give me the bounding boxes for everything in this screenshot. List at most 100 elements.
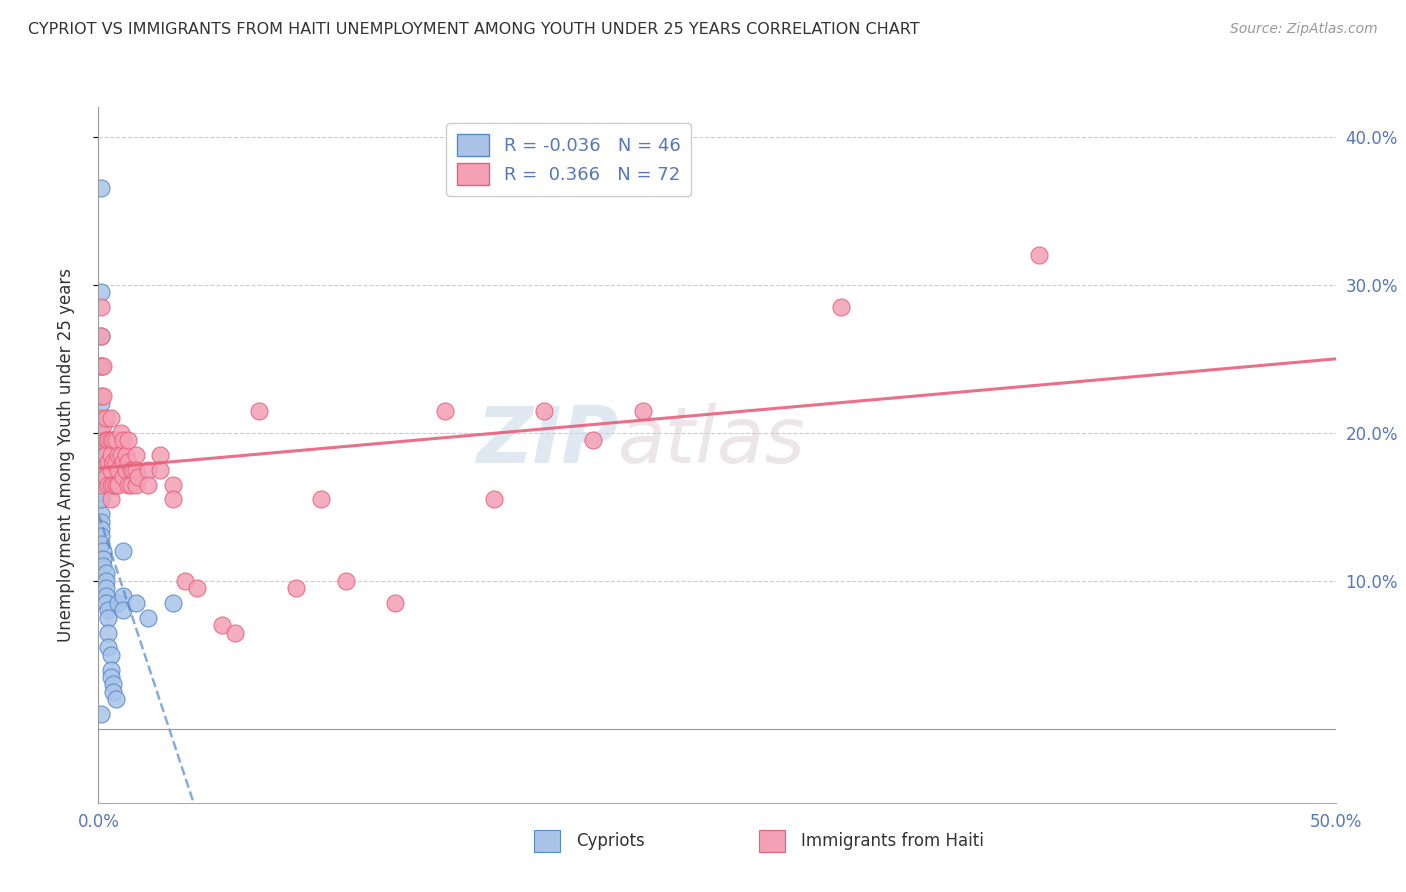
Point (384, 596, 406, 610)
Point (122, 463, 145, 477)
Point (90, 389, 112, 403)
Point (112, 433, 135, 447)
Point (112, 603, 135, 617)
Point (90, 507, 112, 521)
Point (103, 685, 125, 699)
Point (124, 596, 146, 610)
Point (90, 463, 112, 477)
Point (93, 389, 115, 403)
Point (94, 433, 117, 447)
Point (124, 463, 146, 477)
Point (94, 470, 117, 484)
Point (93, 359, 115, 373)
Point (97, 477, 120, 491)
Point (103, 477, 125, 491)
Point (124, 448, 146, 462)
Point (114, 448, 136, 462)
Point (149, 448, 172, 462)
Point (90, 492, 112, 507)
Point (162, 492, 184, 507)
Point (100, 433, 122, 447)
Point (90, 433, 112, 447)
Point (100, 477, 122, 491)
Point (433, 403, 456, 417)
Point (90, 477, 112, 491)
Point (104, 433, 127, 447)
Point (104, 692, 127, 706)
Point (94, 574, 117, 588)
Point (90, 515, 112, 529)
Point (90, 470, 112, 484)
Point (90, 484, 112, 499)
Point (112, 455, 135, 469)
Point (127, 470, 149, 484)
Point (112, 544, 135, 558)
Text: Cypriots: Cypriots (576, 831, 645, 850)
Point (90, 477, 112, 491)
Point (97, 433, 120, 447)
Point (533, 403, 555, 417)
Point (90, 425, 112, 440)
Legend: R = -0.036   N = 46, R =  0.366   N = 72: R = -0.036 N = 46, R = 0.366 N = 72 (446, 123, 692, 196)
Point (103, 455, 125, 469)
Point (120, 463, 142, 477)
Point (100, 670, 122, 684)
Point (309, 492, 332, 507)
Point (120, 477, 142, 491)
Point (117, 477, 139, 491)
Point (94, 411, 117, 425)
Point (211, 618, 233, 632)
Point (124, 477, 146, 491)
Point (90, 492, 112, 507)
Point (90, 477, 112, 491)
Point (93, 544, 115, 558)
Point (90, 396, 112, 410)
Point (100, 448, 122, 462)
Point (90, 329, 112, 343)
Point (162, 596, 184, 610)
Point (631, 403, 654, 417)
Point (104, 477, 127, 491)
Point (110, 448, 132, 462)
Point (94, 448, 117, 462)
Point (90, 359, 112, 373)
Text: atlas: atlas (619, 403, 806, 479)
Point (830, 300, 852, 314)
Point (94, 581, 117, 595)
Point (103, 433, 125, 447)
Point (136, 477, 159, 491)
Point (90, 706, 112, 721)
Point (93, 418, 115, 433)
Point (107, 596, 129, 610)
Point (335, 574, 357, 588)
Point (97, 640, 120, 655)
Point (100, 411, 122, 425)
Point (117, 455, 139, 469)
Point (93, 558, 115, 573)
Point (136, 463, 159, 477)
Point (107, 463, 129, 477)
Point (247, 403, 270, 417)
Point (103, 677, 125, 691)
Point (484, 492, 506, 507)
Point (112, 470, 135, 484)
Point (94, 566, 117, 581)
Point (90, 181, 112, 195)
Point (90, 411, 112, 425)
Point (136, 611, 159, 625)
Point (90, 359, 112, 373)
Text: ZIP: ZIP (475, 403, 619, 479)
Point (107, 448, 129, 462)
Text: Immigrants from Haiti: Immigrants from Haiti (801, 831, 984, 850)
Point (94, 589, 117, 603)
Point (93, 551, 115, 566)
Point (112, 589, 135, 603)
Point (90, 529, 112, 543)
Point (90, 537, 112, 551)
Point (90, 448, 112, 462)
Point (162, 477, 184, 491)
Y-axis label: Unemployment Among Youth under 25 years: Unemployment Among Youth under 25 years (56, 268, 75, 642)
Text: Source: ZipAtlas.com: Source: ZipAtlas.com (1230, 22, 1378, 37)
Point (97, 611, 120, 625)
Point (100, 463, 122, 477)
